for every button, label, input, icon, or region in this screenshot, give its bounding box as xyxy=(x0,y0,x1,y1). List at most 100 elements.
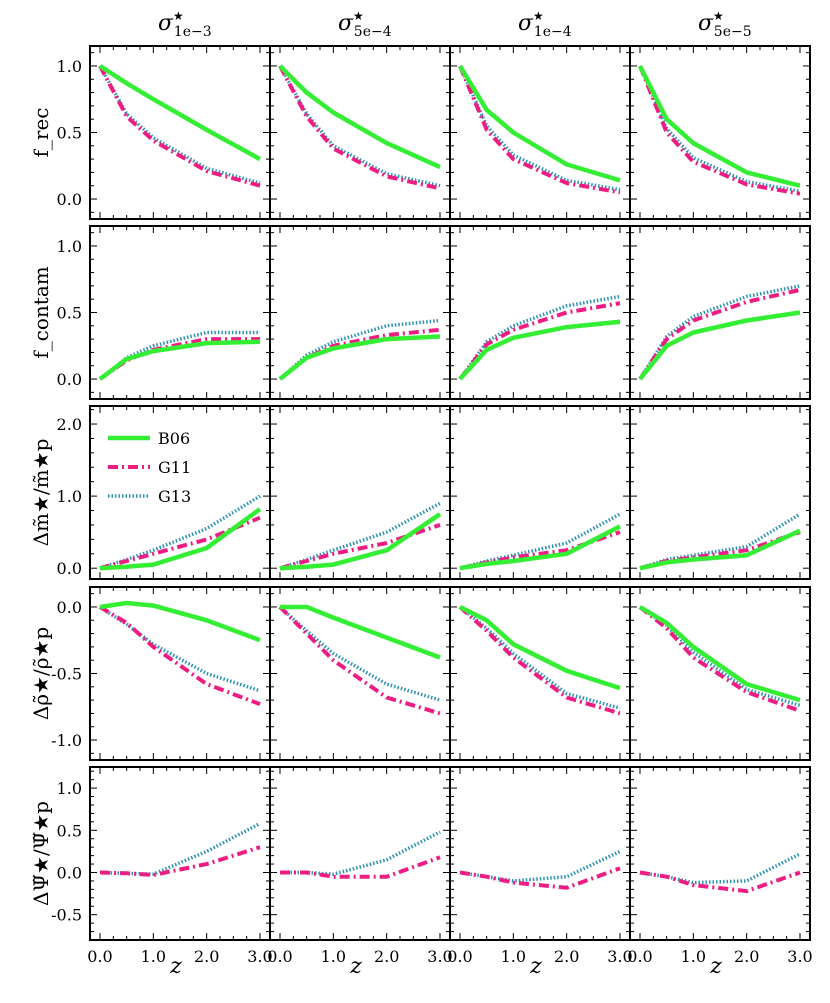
series-g11-line xyxy=(278,605,441,716)
series-g11-line xyxy=(98,605,261,706)
series-g13-line xyxy=(279,501,441,570)
series-g11-line xyxy=(638,287,801,381)
panel-r2-c3 xyxy=(449,225,631,400)
y-axis-label: f_rec xyxy=(29,108,53,158)
x-tick-label: 2.0 xyxy=(374,947,399,966)
column-title-symbol: σ xyxy=(158,11,174,36)
column-title-subscript: 5e−5 xyxy=(714,24,752,40)
y-tick-label: -0.5 xyxy=(51,906,82,925)
series-g13-line xyxy=(638,284,801,380)
panel-r1-c3 xyxy=(449,45,631,220)
y-tick-label: 2.0 xyxy=(57,415,82,434)
legend-label-b06: B06 xyxy=(158,429,190,448)
x-tick-label: 0.0 xyxy=(627,947,652,966)
panel-r4-c3 xyxy=(449,586,631,761)
series-g13-line xyxy=(98,330,260,381)
x-tick-label: 0.0 xyxy=(267,947,292,966)
column-title-subscript: 5e−4 xyxy=(354,24,392,40)
panel-frame xyxy=(629,45,811,220)
y-tick-label: 1.0 xyxy=(57,779,82,798)
x-tick-label: 2.0 xyxy=(194,947,219,966)
y-axis-label: Δρ̃★/ρ̃★p xyxy=(29,627,53,720)
panel-r5-c3: 0.0 1.0 2.0 3.0 z xyxy=(447,766,633,979)
column-title: σ★ 5e−4 xyxy=(338,9,392,40)
series-g11-line xyxy=(638,65,801,196)
panel-frame xyxy=(449,45,631,220)
x-tick-label: 0.0 xyxy=(87,947,112,966)
y-axis-label: ΔΨ̃★/Ψ̃★p xyxy=(29,801,53,906)
column-title-superscript: ★ xyxy=(173,9,184,23)
series-g11-line xyxy=(458,65,621,195)
column-title-symbol: σ xyxy=(698,11,714,36)
series-g13-line xyxy=(459,849,621,883)
series-b06-line xyxy=(279,512,442,571)
panel-r2-c2 xyxy=(269,225,451,400)
y-tick-label: 0.5 xyxy=(57,304,82,323)
panel-r1-c4 xyxy=(629,45,811,220)
column-title: σ★ 5e−5 xyxy=(698,9,752,40)
x-tick-label: 1.0 xyxy=(681,947,706,966)
x-tick-label: 1.0 xyxy=(321,947,346,966)
panel-r3-c4 xyxy=(629,405,811,580)
panel-r1-c2 xyxy=(269,45,451,220)
x-tick-label: 1.0 xyxy=(501,947,526,966)
series-b06-line xyxy=(638,605,801,703)
series-b06-line xyxy=(99,600,261,643)
y-tick-label: 0.0 xyxy=(57,559,82,578)
y-tick-label: 0.0 xyxy=(57,598,82,617)
figure-labels: f_rec f_contam Δm̃★/m̃★p Δρ̃★/ρ̃★p ΔΨ̃★/Ψ̃★p… xyxy=(29,9,752,906)
series-b06-line xyxy=(99,507,262,571)
y-tick-label: 0.5 xyxy=(57,821,82,840)
series-g13-line xyxy=(99,494,261,570)
panel-frame xyxy=(269,405,451,580)
series-g11-line xyxy=(99,515,261,571)
legend: B06 G11 G13 xyxy=(108,429,191,506)
x-axis-label: z xyxy=(529,954,542,979)
panel-frame xyxy=(269,45,451,220)
legend-label-g11: G11 xyxy=(158,458,191,477)
series-b06-line xyxy=(637,64,801,188)
series-b06-line xyxy=(280,604,441,660)
series-g13-line xyxy=(280,830,441,876)
x-tick-label: 1.0 xyxy=(141,947,166,966)
series-g11-line xyxy=(459,866,621,890)
panel-frame xyxy=(629,766,811,941)
series-b06-line xyxy=(458,64,621,183)
legend-label-g13: G13 xyxy=(158,487,191,506)
series-b06-line xyxy=(639,528,801,571)
series-b06-line xyxy=(98,339,261,381)
series-g13-line xyxy=(458,65,621,192)
panel-r5-c1: 1.0 0.5 0.0 -0.5 0.0 1.0 2.0 3.0 z xyxy=(51,766,273,979)
panel-r3-c2 xyxy=(269,405,451,580)
y-tick-label: 0.0 xyxy=(57,190,82,209)
panel-frame xyxy=(269,766,451,941)
panel-frame xyxy=(89,45,271,220)
panel-r2-c1: 0.0 0.5 1.0 xyxy=(57,225,271,400)
series-g13-line xyxy=(458,294,621,381)
panel-frame xyxy=(449,586,631,761)
panel-frame xyxy=(449,225,631,400)
panel-r2-c4 xyxy=(629,225,811,400)
column-title-subscript: 1e−4 xyxy=(534,24,572,40)
x-tick-label: 3.0 xyxy=(607,947,632,966)
series-b06-line xyxy=(458,319,621,381)
series-b06-line xyxy=(458,604,621,691)
series-g13-line xyxy=(639,852,801,885)
column-title-subscript: 1e−3 xyxy=(174,24,212,40)
y-tick-label: 0.0 xyxy=(57,863,82,882)
panel-r5-c4: 0.0 1.0 2.0 3.0 z xyxy=(627,766,813,979)
series-b06-line xyxy=(278,334,441,381)
panel-r3-c1: 0.0 1.0 2.0 xyxy=(57,405,271,580)
y-tick-label: -1.0 xyxy=(51,731,82,750)
y-tick-label: 1.0 xyxy=(57,237,82,256)
series-b06-line xyxy=(638,310,801,381)
series-g11-line xyxy=(458,301,621,381)
series-g11-line xyxy=(99,845,261,877)
x-tick-label: 0.0 xyxy=(447,947,472,966)
x-tick-label: 3.0 xyxy=(427,947,452,966)
series-b06-line xyxy=(98,64,262,162)
panel-frame xyxy=(449,766,631,941)
series-g13-line xyxy=(99,821,261,876)
panel-r3-c3 xyxy=(449,405,631,580)
